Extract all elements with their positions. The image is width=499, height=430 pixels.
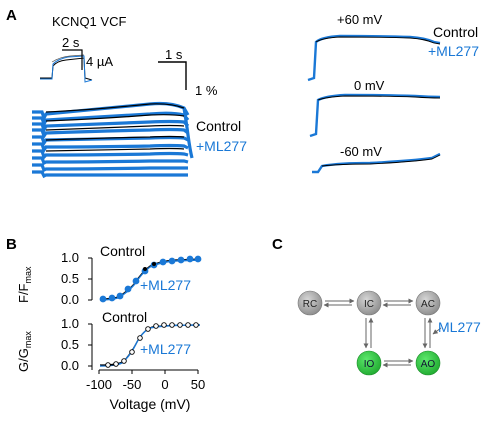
label-plus60: +60 mV [337, 12, 382, 27]
gg-ytick-2: 0.5 [61, 337, 79, 352]
state-rc: RC [297, 290, 323, 316]
ff-ytick-1: 1.0 [61, 250, 79, 265]
inset-scalebar [62, 49, 83, 70]
gg-ytick-3: 0.0 [61, 358, 79, 373]
right-legend-control: Control [433, 24, 478, 40]
label-minus60: -60 mV [340, 144, 382, 159]
ff-legend-control: Control [100, 243, 145, 259]
ml277-drug-arrow [432, 327, 442, 335]
panel-a-label: A [6, 7, 17, 24]
gg-ytick-1: 1.0 [61, 316, 79, 331]
label-0mv: 0 mV [354, 78, 385, 93]
ml277-drug-label: ML277 [438, 319, 481, 335]
svg-text:IO: IO [364, 359, 375, 370]
gg-curves [99, 322, 201, 368]
svg-text:AO: AO [421, 359, 436, 370]
gg-legend-ml277: +ML277 [140, 341, 191, 357]
main-scalebar [158, 61, 187, 90]
ff-ylabel: F/Fmax [16, 266, 33, 303]
ff-curves [99, 255, 202, 303]
svg-text:AC: AC [421, 299, 435, 310]
x-axis-label: Voltage (mV) [110, 396, 191, 412]
xtick-minus50: -50 [123, 377, 142, 392]
vcf-trace-family [32, 101, 194, 179]
state-arrows [323, 298, 433, 368]
legend-control: Control [196, 118, 241, 134]
ff-ytick-3: 0.0 [61, 292, 79, 307]
trace-0mv [309, 93, 441, 138]
inset-time-label: 2 s [62, 35, 80, 50]
state-ao: AO [415, 350, 441, 376]
panel-b-label: B [6, 236, 17, 253]
control-traces [45, 103, 185, 152]
gg-legend-control: Control [102, 309, 147, 325]
current-inset [40, 54, 93, 83]
right-legend-ml277: +ML277 [428, 43, 479, 59]
state-ac: AC [415, 290, 441, 316]
gg-ylabel: G/Gmax [16, 331, 33, 372]
scale-time-label: 1 s [165, 47, 183, 62]
ff-plot-axes [88, 257, 93, 301]
trace-plus60 [307, 34, 441, 82]
svg-text:IC: IC [364, 299, 374, 310]
xtick-minus100: -100 [86, 377, 112, 392]
svg-text:RC: RC [303, 299, 317, 310]
xtick-0: 0 [161, 377, 168, 392]
gg-plot-axes [88, 323, 199, 374]
inset-current-label: 4 µA [86, 54, 113, 69]
scale-pct-label: 1 % [195, 83, 218, 98]
ff-legend-ml277: +ML277 [140, 277, 191, 293]
ff-ytick-2: 0.5 [61, 271, 79, 286]
trace-minus60 [312, 152, 441, 174]
xtick-50: 50 [191, 377, 205, 392]
state-ic: IC [356, 290, 382, 316]
panel-a-title: KCNQ1 VCF [52, 14, 126, 29]
panel-c-label: C [272, 236, 283, 253]
state-io: IO [356, 350, 382, 376]
legend-ml277: +ML277 [196, 138, 247, 154]
